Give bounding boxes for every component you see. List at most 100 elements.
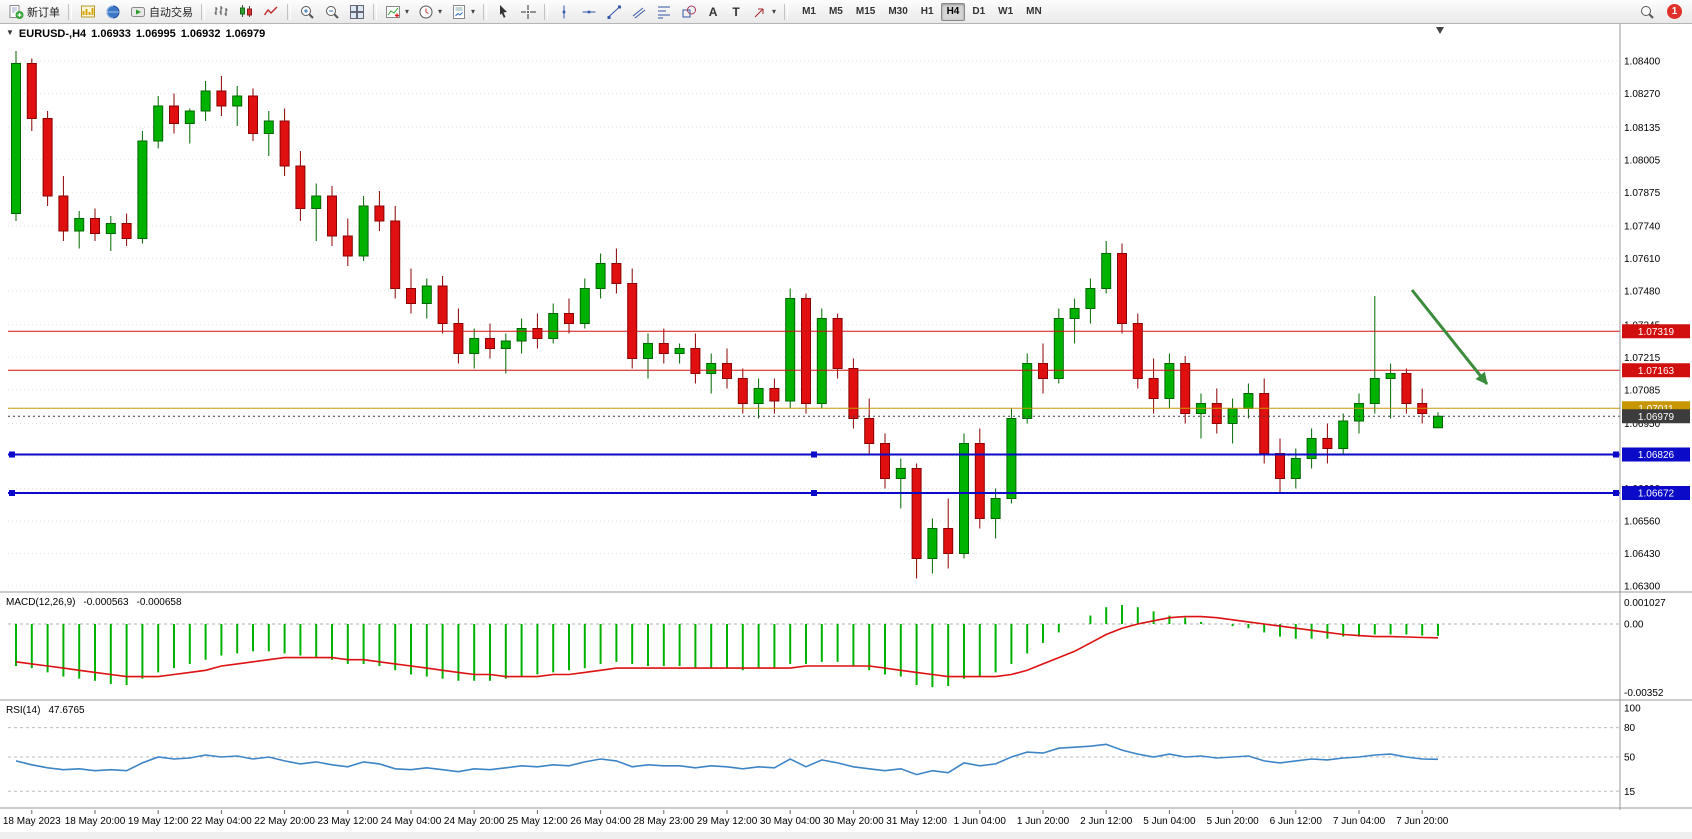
chart-profiles-button[interactable] — [76, 1, 100, 23]
timeframe-button-M1[interactable]: M1 — [796, 3, 822, 21]
market-watch-icon — [106, 5, 120, 18]
chart-shift-marker-icon[interactable] — [1436, 27, 1444, 34]
svg-text:1.07319: 1.07319 — [1638, 327, 1675, 338]
candle-down — [121, 223, 132, 239]
candlestick-chart-button[interactable] — [234, 1, 258, 23]
svg-text:1.06672: 1.06672 — [1638, 489, 1675, 500]
candle-up — [184, 110, 195, 124]
label-button[interactable]: T — [725, 1, 747, 23]
periods-button[interactable]: ▾ — [414, 1, 446, 23]
candle-down — [1148, 378, 1159, 399]
rsi-label: RSI(14) — [6, 705, 41, 716]
candle-down — [1275, 453, 1285, 479]
candle-up — [11, 63, 21, 214]
templates-button[interactable]: ▾ — [447, 1, 479, 23]
line-chart-button[interactable] — [259, 1, 283, 23]
timeframe-button-M15[interactable]: M15 — [850, 3, 881, 21]
zoom-in-button[interactable] — [295, 1, 319, 23]
tile-windows-button[interactable] — [345, 1, 369, 23]
chart-window: 1.08400 1.08270 1.08135 1.08005 1.07875 1.077… — [0, 24, 1692, 839]
toolbar-separator — [784, 3, 789, 20]
svg-text:1.07875: 1.07875 — [1624, 188, 1661, 199]
arrows-button[interactable]: ▾ — [748, 1, 780, 23]
candle-up — [311, 195, 322, 209]
toolbar-separator — [287, 3, 291, 20]
indicators-icon — [386, 5, 400, 18]
annotation-arrow[interactable] — [1410, 289, 1489, 385]
candle-up — [1338, 420, 1349, 449]
macd-signal-value: -0.000658 — [136, 597, 182, 608]
support-line-1[interactable] — [8, 451, 1620, 458]
candle-down — [1038, 363, 1048, 379]
svg-text:30 May 04:00: 30 May 04:00 — [760, 816, 821, 827]
line-handle[interactable] — [9, 451, 15, 458]
new-order-button[interactable]: 新订单 — [4, 1, 64, 23]
svg-text:22 May 04:00: 22 May 04:00 — [191, 816, 252, 827]
candle-up — [1290, 458, 1301, 479]
crosshair-button[interactable] — [516, 1, 540, 23]
autotrading-button[interactable]: 自动交易 — [126, 1, 197, 23]
line-handle[interactable] — [811, 451, 817, 458]
line-handle[interactable] — [811, 490, 817, 496]
candle-down — [453, 323, 464, 354]
candle-up — [500, 340, 511, 349]
timeframe-button-W1[interactable]: W1 — [992, 3, 1019, 21]
candle-up — [1385, 373, 1396, 379]
timeframe-button-M5[interactable]: M5 — [823, 3, 849, 21]
candle-up — [595, 263, 606, 289]
notification-badge[interactable]: 1 — [1667, 4, 1682, 19]
chart-profiles-icon — [81, 5, 95, 17]
channel-button[interactable] — [627, 1, 651, 23]
svg-text:29 May 12:00: 29 May 12:00 — [697, 816, 758, 827]
fibonacci-button[interactable] — [652, 1, 676, 23]
candle-up — [516, 328, 527, 342]
toolbar-separator — [68, 3, 72, 20]
zoom-out-button[interactable] — [320, 1, 344, 23]
line-handle[interactable] — [1613, 490, 1619, 496]
svg-text:0.00: 0.00 — [1624, 620, 1644, 631]
timeframe-button-H1[interactable]: H1 — [915, 3, 940, 21]
time-axis[interactable]: 18 May 2023 18 May 20:00 19 May 12:00 22 Ma… — [3, 810, 1449, 827]
bar-chart-button[interactable] — [209, 1, 233, 23]
svg-text:1.08005: 1.08005 — [1624, 155, 1661, 166]
timeframe-button-MN[interactable]: MN — [1020, 3, 1048, 21]
chart-collapse-icon[interactable]: ▼ — [6, 28, 14, 37]
candle-down — [832, 318, 843, 369]
toolbar-right-group: 1 — [1635, 1, 1688, 23]
candle-down — [327, 195, 337, 237]
chevron-down-icon: ▾ — [438, 7, 443, 16]
svg-text:22 May 20:00: 22 May 20:00 — [254, 816, 315, 827]
timeframe-button-M30[interactable]: M30 — [882, 3, 913, 21]
candle-down — [374, 205, 385, 222]
indicators-button[interactable]: ▾ — [381, 1, 413, 23]
horizontal-line-button[interactable] — [577, 1, 601, 23]
candle-down — [943, 528, 954, 554]
line-handle[interactable] — [9, 490, 15, 496]
line-chart-icon — [263, 5, 278, 15]
chart-canvas[interactable]: 1.08400 1.08270 1.08135 1.08005 1.07875 1.077… — [0, 24, 1692, 839]
shapes-icon — [682, 5, 697, 17]
text-button[interactable]: A — [702, 1, 724, 23]
timeframe-button-D1[interactable]: D1 — [966, 3, 991, 21]
candle-up — [785, 298, 796, 402]
svg-text:1 Jun 20:00: 1 Jun 20:00 — [1017, 816, 1070, 827]
cursor-button[interactable] — [491, 1, 515, 23]
price-tag-1.06672: 1.06672 — [1622, 486, 1690, 500]
candle-down — [42, 118, 53, 197]
toolbar-separator — [544, 3, 549, 20]
search-button[interactable] — [1635, 1, 1659, 23]
candle-up — [753, 388, 764, 404]
chart-high-value: 1.06995 — [135, 28, 176, 40]
zoom-out-icon — [326, 5, 339, 19]
timeframe-button-H4[interactable]: H4 — [940, 2, 966, 21]
vertical-line-button[interactable] — [552, 1, 576, 23]
shapes-button[interactable] — [677, 1, 701, 23]
line-handle[interactable] — [1613, 451, 1619, 458]
support-line-2[interactable] — [8, 490, 1620, 496]
candle-up — [959, 443, 969, 554]
channel-icon — [632, 7, 646, 18]
market-watch-button[interactable] — [101, 1, 125, 23]
svg-text:1.07610: 1.07610 — [1624, 254, 1661, 265]
trendline-button[interactable] — [602, 1, 626, 23]
